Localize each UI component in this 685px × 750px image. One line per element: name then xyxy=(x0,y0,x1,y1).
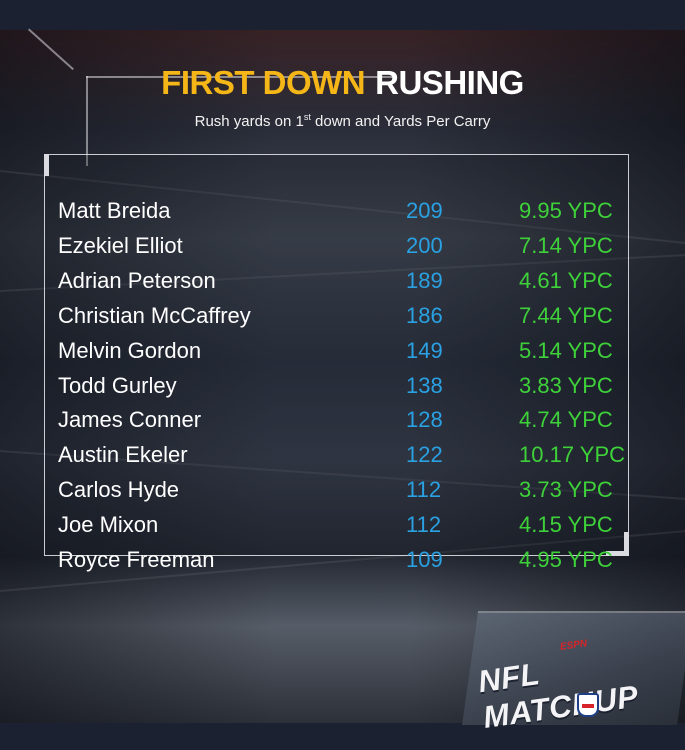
subtitle-before: Rush yards on 1 xyxy=(194,113,304,130)
yards-per-carry: 10.17 YPC xyxy=(519,442,626,468)
player-name: Adrian Peterson xyxy=(58,267,216,293)
table-row: Adrian Peterson 189 4.61 YPC xyxy=(58,263,628,298)
player-name: Carlos Hyde xyxy=(58,477,180,503)
rush-yards: 109 xyxy=(406,547,443,572)
subtitle-after: down and Yards Per Carry xyxy=(310,113,491,130)
player-name: Austin Ekeler xyxy=(58,442,188,468)
yards-per-carry: 9.95 YPC xyxy=(519,198,613,223)
player-name: James Conner xyxy=(58,407,202,433)
panel-corner-accent xyxy=(624,532,629,556)
rush-yards: 122 xyxy=(406,442,443,468)
nfl-shield-icon xyxy=(577,693,599,717)
panel-corner-accent xyxy=(44,154,49,176)
player-name: Todd Gurley xyxy=(58,372,177,398)
yards-per-carry: 4.15 YPC xyxy=(519,512,613,538)
table-row: Christian McCaffrey 186 7.44 YPC xyxy=(58,298,628,333)
rush-yards: 189 xyxy=(406,267,443,293)
table-row: Matt Breida 209 9.95 YPC xyxy=(58,193,628,228)
title-main: RUSHING xyxy=(375,64,524,101)
table-row: James Conner 128 4.74 YPC xyxy=(58,402,628,437)
table-row: Carlos Hyde 112 3.73 YPC xyxy=(58,472,628,507)
decorative-line xyxy=(86,76,396,78)
table-row: Todd Gurley 138 3.83 YPC xyxy=(58,368,628,403)
player-name: Joe Mixon xyxy=(58,512,159,538)
player-name: Melvin Gordon xyxy=(58,337,202,363)
yards-per-carry: 4.95 YPC xyxy=(519,547,613,572)
panel-corner-accent xyxy=(606,551,629,556)
yards-per-carry: 4.61 YPC xyxy=(519,267,613,293)
player-name: Ezekiel Elliot xyxy=(58,232,183,258)
player-name: Christian McCaffrey xyxy=(58,302,251,328)
rush-yards: 149 xyxy=(406,337,443,363)
rush-yards: 112 xyxy=(406,512,442,538)
rush-yards: 138 xyxy=(406,372,443,398)
subtitle-superscript: st xyxy=(303,112,311,122)
decorative-line xyxy=(86,76,88,166)
yards-per-carry: 7.14 YPC xyxy=(519,232,613,258)
title-accent: FIRST DOWN xyxy=(161,64,366,101)
yards-per-carry: 3.83 YPC xyxy=(519,372,613,398)
graphic-subtitle: Rush yards on 1st down and Yards Per Car… xyxy=(0,112,685,130)
table-row: Joe Mixon 112 4.15 YPC xyxy=(58,507,628,542)
broadcast-graphic xyxy=(0,30,685,723)
stats-panel xyxy=(44,154,629,556)
rush-yards: 200 xyxy=(406,232,443,258)
table-row: Melvin Gordon 149 5.14 YPC xyxy=(58,333,628,368)
rush-yards: 209 xyxy=(406,198,443,223)
table-row: Ezekiel Elliot 200 7.14 YPC xyxy=(58,228,628,263)
yards-per-carry: 5.14 YPC xyxy=(519,337,613,363)
rush-yards: 128 xyxy=(406,407,443,433)
player-name: Matt Breida xyxy=(58,198,171,223)
yards-per-carry: 7.44 YPC xyxy=(519,302,613,328)
player-name: Royce Freeman xyxy=(58,547,215,572)
rush-yards: 186 xyxy=(406,302,443,328)
yards-per-carry: 4.74 YPC xyxy=(519,407,613,433)
yards-per-carry: 3.73 YPC xyxy=(519,477,613,503)
rush-yards: 112 xyxy=(406,477,442,503)
graphic-title: FIRST DOWN RUSHING xyxy=(0,64,685,102)
table-row: Royce Freeman 109 4.95 YPC xyxy=(58,542,628,577)
table-row: Austin Ekeler 122 10.17 YPC xyxy=(58,437,628,472)
